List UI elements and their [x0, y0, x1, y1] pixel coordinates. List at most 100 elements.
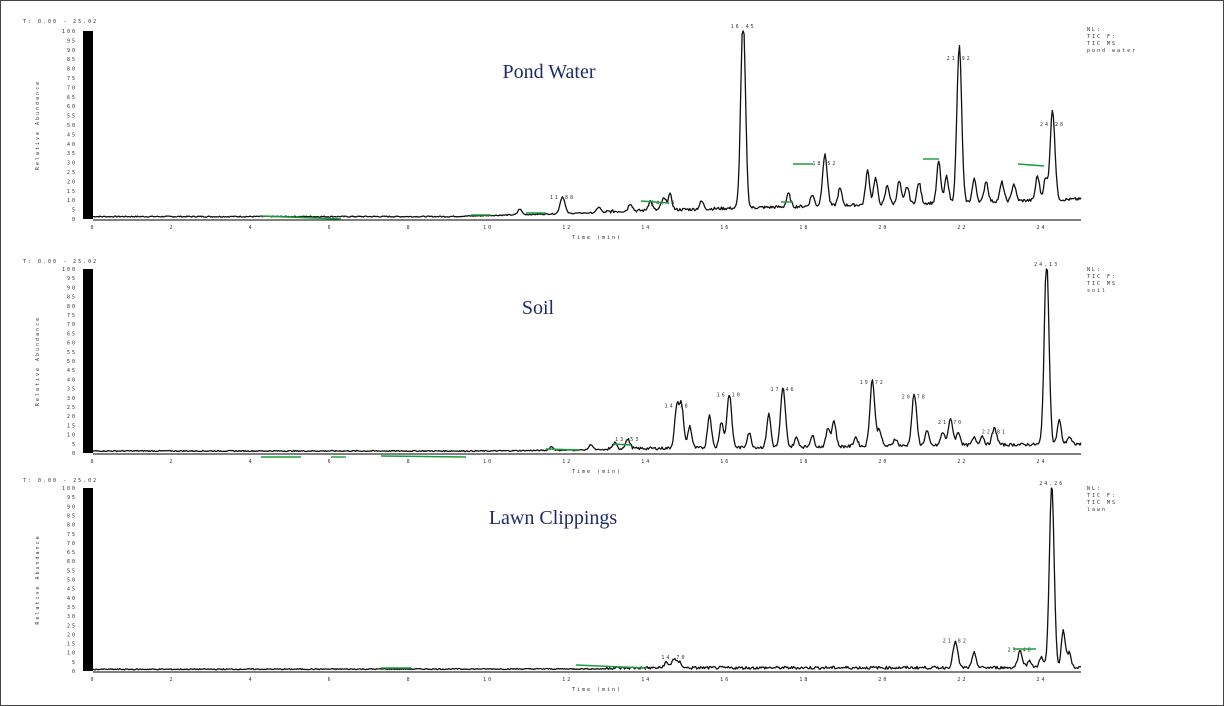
panel-info-2-2: TIC MS [1087, 500, 1117, 506]
panel-info-2-3: lawn [1087, 507, 1107, 513]
y-axis-label-2: Relative Abundance [35, 534, 41, 624]
x-tick-label-0-2: 2 [170, 225, 175, 231]
y-tick-label-1-50: 50 [67, 359, 77, 365]
peak-label-1-6: 21.70 [938, 420, 963, 426]
peak-label-2-0: 24.26 [1039, 481, 1064, 487]
y-tick-label-1-5: 5 [72, 442, 77, 448]
panel-header-0: T: 0.00 - 25.02 [23, 19, 98, 25]
panel-info-0-3: pond water [1087, 48, 1137, 54]
y-tick-label-1-0: 0 [72, 451, 77, 457]
x-axis-label-0: Time (min) [572, 235, 622, 241]
panel-info-1-0: NL: [1087, 267, 1102, 273]
y-tick-label-2-10: 10 [67, 651, 77, 657]
y-axis-label-0: Relative Abundance [35, 80, 41, 170]
peak-label-1-8: 13.53 [615, 437, 640, 443]
y-tick-label-0-85: 85 [67, 57, 77, 63]
peak-label-1-1: 14.78 [665, 404, 690, 410]
panel-info-1-1: TIC F: [1087, 274, 1117, 280]
peak-label-0-5: 14.44 [651, 201, 676, 207]
y-tick-label-2-100: 100 [62, 486, 77, 492]
panel-header-1: T: 0.00 - 25.02 [23, 259, 98, 265]
y-axis-bar-0 [83, 31, 93, 219]
panel-title-0: Pond Water [502, 61, 595, 83]
y-tick-label-1-20: 20 [67, 414, 77, 420]
x-tick-label-2-18: 18 [799, 677, 809, 683]
y-tick-label-2-80: 80 [67, 523, 77, 529]
y-tick-label-2-55: 55 [67, 568, 77, 574]
integration-mark-0-6 [1017, 163, 1045, 167]
y-tick-label-2-35: 35 [67, 605, 77, 611]
x-tick-label-2-16: 16 [720, 677, 730, 683]
y-tick-label-1-80: 80 [67, 304, 77, 310]
y-tick-label-0-65: 65 [67, 95, 77, 101]
peak-label-1-3: 17.46 [770, 387, 795, 393]
y-tick-label-2-75: 75 [67, 532, 77, 538]
x-tick-label-2-4: 4 [249, 677, 254, 683]
y-tick-label-1-35: 35 [67, 387, 77, 393]
y-tick-label-2-25: 25 [67, 623, 77, 629]
x-tick-label-1-16: 16 [720, 459, 730, 465]
x-tick-label-2-10: 10 [483, 677, 493, 683]
y-tick-label-2-60: 60 [67, 559, 77, 565]
x-tick-label-1-14: 14 [641, 459, 651, 465]
x-tick-label-0-18: 18 [799, 225, 809, 231]
y-tick-label-1-60: 60 [67, 341, 77, 347]
y-tick-label-0-80: 80 [67, 67, 77, 73]
y-tick-label-2-40: 40 [67, 596, 77, 602]
y-tick-label-2-15: 15 [67, 642, 77, 648]
x-tick-label-0-20: 20 [878, 225, 888, 231]
x-tick-label-1-8: 8 [407, 459, 412, 465]
y-tick-label-1-75: 75 [67, 313, 77, 319]
integration-mark-1-3 [545, 448, 580, 451]
y-tick-label-2-50: 50 [67, 578, 77, 584]
panel-info-2-1: TIC F: [1087, 493, 1117, 499]
panel-title-1: Soil [522, 297, 555, 319]
y-tick-label-2-20: 20 [67, 632, 77, 638]
y-tick-label-0-10: 10 [67, 198, 77, 204]
x-tick-label-0-0: 0 [90, 225, 95, 231]
y-tick-label-1-45: 45 [67, 368, 77, 374]
integration-mark-1-4 [612, 443, 632, 446]
y-tick-label-1-90: 90 [67, 285, 77, 291]
y-tick-label-0-30: 30 [67, 161, 77, 167]
y-tick-label-0-50: 50 [67, 123, 77, 129]
y-tick-label-2-5: 5 [72, 660, 77, 666]
peak-label-1-5: 20.78 [902, 394, 927, 400]
integration-mark-0-0 [260, 215, 342, 220]
y-tick-label-0-100: 100 [62, 29, 77, 35]
y-tick-label-0-15: 15 [67, 189, 77, 195]
y-axis-bar-2 [83, 488, 93, 671]
y-tick-label-1-95: 95 [67, 276, 77, 282]
x-tick-label-1-12: 12 [562, 459, 572, 465]
peak-label-1-4: 19.72 [860, 380, 885, 386]
y-tick-label-2-45: 45 [67, 587, 77, 593]
x-tick-label-2-22: 22 [957, 677, 967, 683]
y-tick-label-1-10: 10 [67, 433, 77, 439]
y-tick-label-0-25: 25 [67, 170, 77, 176]
y-tick-label-2-30: 30 [67, 614, 77, 620]
y-tick-label-2-85: 85 [67, 513, 77, 519]
x-tick-label-2-24: 24 [1036, 677, 1046, 683]
integration-mark-2-1 [575, 664, 647, 669]
y-tick-label-2-65: 65 [67, 550, 77, 556]
peak-label-0-1: 16.45 [731, 24, 756, 30]
y-tick-label-1-65: 65 [67, 331, 77, 337]
panel-info-0-2: TIC MS [1087, 41, 1117, 47]
panel-info-2-0: NL: [1087, 486, 1102, 492]
y-tick-label-0-45: 45 [67, 132, 77, 138]
y-tick-label-1-55: 55 [67, 350, 77, 356]
peak-label-1-2: 16.10 [717, 393, 742, 399]
x-tick-label-1-0: 0 [90, 459, 95, 465]
peak-label-0-2: 18.52 [812, 161, 837, 167]
y-tick-label-1-15: 15 [67, 423, 77, 429]
x-tick-label-2-12: 12 [562, 677, 572, 683]
peak-label-0-0: 11.88 [550, 195, 575, 201]
x-tick-label-2-8: 8 [407, 677, 412, 683]
peak-label-0-3: 21.92 [947, 56, 972, 62]
y-tick-label-0-20: 20 [67, 179, 77, 185]
y-tick-label-0-60: 60 [67, 104, 77, 110]
panel-header-2: T: 0.00 - 25.02 [23, 478, 98, 484]
x-tick-label-1-4: 4 [249, 459, 254, 465]
peak-label-1-0: 24.13 [1034, 262, 1059, 268]
